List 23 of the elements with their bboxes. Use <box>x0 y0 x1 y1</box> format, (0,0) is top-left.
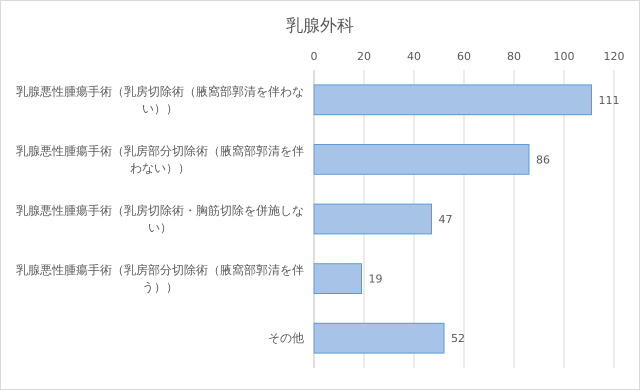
y-tick-label: 乳腺悪性腫瘍手術（乳房部分切除術（腋窩部郭清を伴う）） <box>16 263 304 294</box>
y-tick-label: 乳腺悪性腫瘍手術（乳房切除術（腋窩部郭清を伴わない）） <box>16 84 304 116</box>
bar <box>314 144 530 175</box>
y-tick-label: 乳腺悪性腫瘍手術（乳房部分切除術（腋窩部郭清を伴わない）） <box>16 144 304 175</box>
bar <box>314 322 444 354</box>
data-label: 111 <box>598 94 620 107</box>
x-tick-label: 80 <box>507 50 521 63</box>
x-tick-label: 100 <box>554 50 574 63</box>
y-tick-label: 乳腺悪性腫瘍手術（乳房切除術・胸筋切除を併施しない） <box>16 204 304 234</box>
data-label: 86 <box>536 153 550 166</box>
bar <box>314 263 362 294</box>
x-tick-label: 120 <box>604 50 624 63</box>
x-tick-label: 60 <box>457 50 471 63</box>
data-label: 47 <box>438 213 452 226</box>
bar <box>314 84 592 116</box>
x-tick-label: 40 <box>407 50 421 63</box>
y-tick-label: その他 <box>268 331 304 346</box>
chart-title: 乳腺外科 <box>286 16 354 36</box>
data-label: 52 <box>451 332 465 346</box>
bar <box>314 204 432 234</box>
x-tick-label: 20 <box>357 50 371 63</box>
x-tick-label: 0 <box>310 50 318 63</box>
data-label: 19 <box>368 272 382 286</box>
